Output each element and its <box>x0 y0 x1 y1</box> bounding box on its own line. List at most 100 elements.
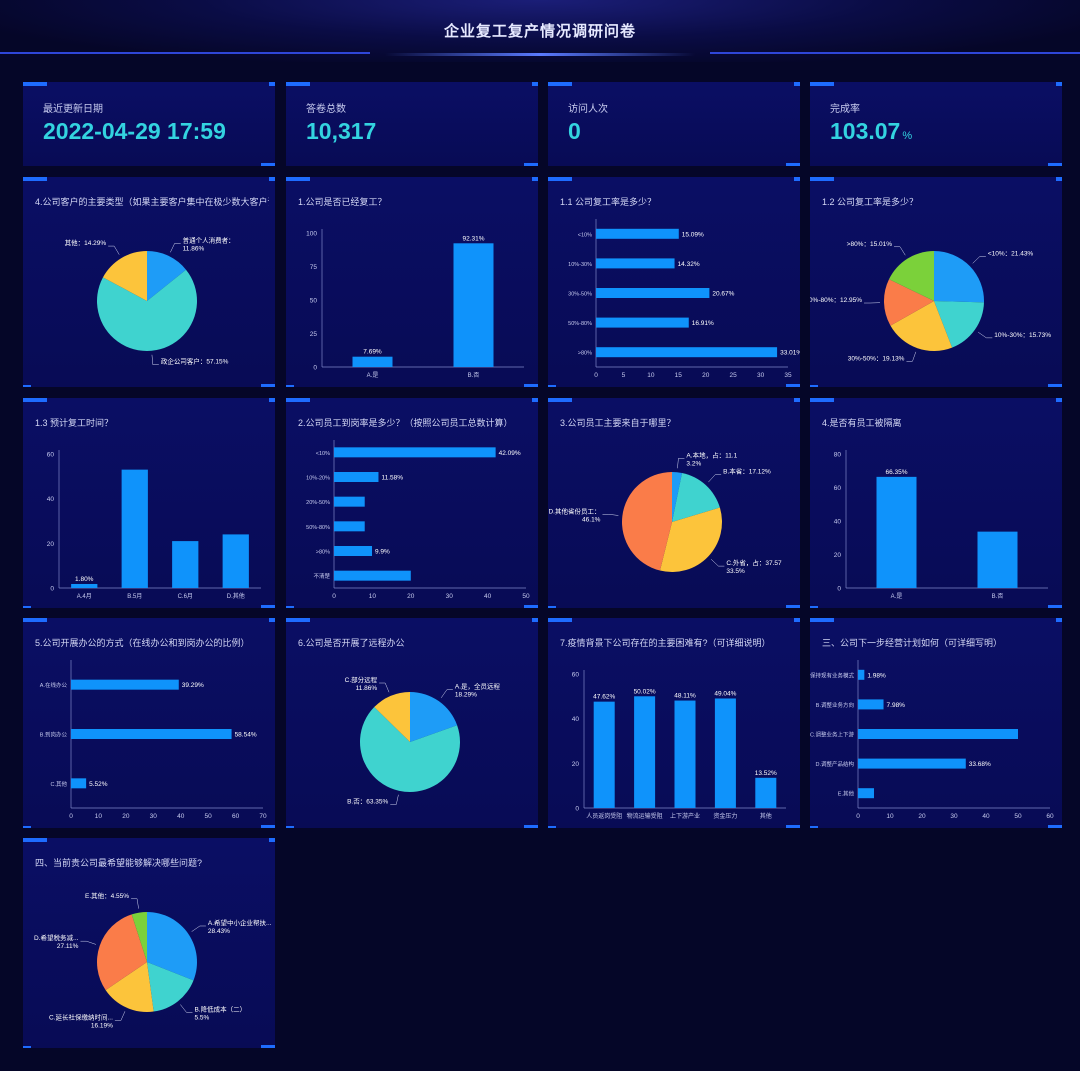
y-tick-label: <10% <box>578 232 592 238</box>
y-tick-label: 75 <box>310 264 318 271</box>
data-label: 92.31% <box>462 235 484 242</box>
label-leader <box>114 1011 126 1021</box>
label-leader <box>708 474 722 483</box>
label-leader <box>894 246 906 256</box>
label-leader <box>80 940 97 945</box>
slice-label: 其他：14.29% <box>65 238 107 247</box>
slice-label: <10%：21.43% <box>988 250 1034 257</box>
x-tick-label: 10 <box>95 813 103 820</box>
label-leader <box>390 794 399 805</box>
x-tick-label: 0 <box>69 813 73 820</box>
slice-value: 11.86% <box>356 685 378 692</box>
pie-slice <box>622 472 672 571</box>
x-tick-label: 40 <box>982 813 990 820</box>
chart-panel: 1.1 公司复工率是多少？ 0 5 10 15 20 25 30 35 <10% 15.09% 10%… <box>548 177 800 387</box>
data-label: 11.58% <box>381 475 403 482</box>
data-label: 5.52% <box>89 781 108 788</box>
x-tick-label: 上下游产业 <box>670 812 700 820</box>
chart-svg: 普通个人消费者：11.86% 政企公司客户：57.15% 其他：14.29% <box>65 235 235 365</box>
pie-slice <box>672 472 682 522</box>
chart-title: 4.公司客户的主要类型（如果主要客户集中在极少数大客户请 <box>35 197 269 207</box>
y-tick-label: D.调整产品结构 <box>815 760 854 768</box>
x-tick-label: 25 <box>730 372 738 379</box>
y-tick-label: 0 <box>575 806 579 813</box>
label-leader <box>108 245 120 255</box>
chart-panel: 4.公司客户的主要类型（如果主要客户集中在极少数大客户请普通个人消费者： 11.8… <box>23 177 275 387</box>
chart-svg: 0 20 40 60 人员返岗受阻 47.62% 物流运输受阻 50.02% 上下游产业 48.1… <box>572 670 786 820</box>
x-tick-label: 10 <box>369 593 377 600</box>
data-label: 13.52% <box>755 770 777 777</box>
label-leader <box>191 925 206 932</box>
stat-card-visits: 访问人次 0 <box>548 82 800 166</box>
x-tick-label: 20 <box>122 813 130 820</box>
label-leader <box>131 898 139 909</box>
y-tick-label: 40 <box>572 716 580 723</box>
x-tick-label: 30 <box>446 593 454 600</box>
bar <box>71 679 179 690</box>
x-tick-label: 40 <box>484 593 492 600</box>
x-tick-label: 30 <box>950 813 958 820</box>
y-tick-label: >80% <box>578 351 592 357</box>
x-tick-label: 30 <box>757 372 765 379</box>
y-tick-label: A.保持现有业务模式 <box>810 671 854 679</box>
data-label: 20.67% <box>712 291 734 298</box>
x-tick-label: 10 <box>886 813 894 820</box>
slice-value: 33.5% <box>726 568 745 575</box>
y-tick-label: 30%-50% <box>568 292 592 298</box>
bar <box>755 777 777 808</box>
y-tick-label: 60 <box>834 485 842 492</box>
x-tick-label: 物流运输受阻 <box>627 812 663 820</box>
y-tick-label: 10%-20% <box>306 476 330 482</box>
x-tick-label: 20 <box>918 813 926 820</box>
x-tick-label: B.否 <box>992 593 1004 600</box>
chart-title: 5.公司开展办公的方式（在线办公和到岗办公的比例） <box>35 638 250 648</box>
label-leader <box>677 458 685 469</box>
x-tick-label: A.4月 <box>77 593 92 600</box>
pie-slice <box>672 473 720 522</box>
chart-title: 1.2 公司复工率是多少？ <box>822 197 919 207</box>
chart-panel: 4.是否有员工被隔离 0 20 40 60 80 A.是 66.35% B.否 <box>810 398 1062 608</box>
y-tick-label: >80% <box>316 550 330 556</box>
slice-label: 普通个人消费者： <box>183 235 235 244</box>
slice-label: 30%-50%：19.13% <box>848 355 905 362</box>
slice-label: C.延长社保缴纳时间... <box>49 1012 113 1021</box>
bar <box>334 496 365 507</box>
pie-slice <box>934 251 984 303</box>
y-tick-label: 0 <box>50 586 54 593</box>
slice-value: 11.86% <box>183 245 205 252</box>
chart-svg: <10%：21.43% 10%-30%：15.73% 30%-50%：19.13% 5… <box>810 241 1051 363</box>
slice-value: 27.11% <box>57 943 79 950</box>
stat-label: 访问人次 <box>568 104 608 115</box>
pie-slice <box>97 914 147 991</box>
chart-svg: 0 10 20 30 40 50 60 70 A.在线办公 39.29% B.到岗办公 58.54% C… <box>40 660 267 820</box>
x-tick-label: 5 <box>622 372 626 379</box>
chart-title: 4.是否有员工被隔离 <box>822 418 902 428</box>
pie-slice <box>890 301 953 351</box>
data-label: 47.62% <box>593 694 615 701</box>
pie-slice <box>96 269 197 351</box>
panel-corner <box>269 82 275 86</box>
chart-panel: 7.疫情背景下公司存在的主要困难有?（可详细说明） 0 20 40 60 人员返岗受阻 47… <box>548 618 800 828</box>
data-label: 66.35% <box>885 469 907 476</box>
pie-slice <box>102 251 147 301</box>
label-leader <box>180 1004 193 1013</box>
x-tick-label: 50 <box>205 813 213 820</box>
chart-panel: 三、公司下一步经营计划如何（可详细写明） 0 10 20 30 40 50 60 A.保持现有业… <box>810 618 1062 828</box>
data-label: 7.98% <box>887 702 906 709</box>
y-tick-label: B.调整业务方向 <box>816 701 854 709</box>
x-tick-label: 其他 <box>760 812 772 820</box>
label-leader <box>170 243 181 253</box>
data-label: 58.54% <box>235 732 257 739</box>
chart-svg: 0 10 20 30 40 50 <10% 42.09% 10%-20% 11.58% 20%-50… <box>306 440 530 600</box>
chart-title: 2.公司员工到岗率是多少？（按照公司员工总数计算） <box>298 418 513 428</box>
label-leader <box>906 351 917 362</box>
page-title: 企业复工复产情况调研问卷 <box>443 23 636 40</box>
data-label: 1.80% <box>75 576 94 583</box>
slice-label: D.希望税务减... <box>34 933 79 942</box>
label-leader <box>977 331 993 339</box>
x-tick-label: D.其他 <box>227 592 245 600</box>
x-tick-label: 资金压力 <box>713 812 737 820</box>
x-tick-label: 60 <box>232 813 240 820</box>
data-label: 9.9% <box>375 549 390 556</box>
